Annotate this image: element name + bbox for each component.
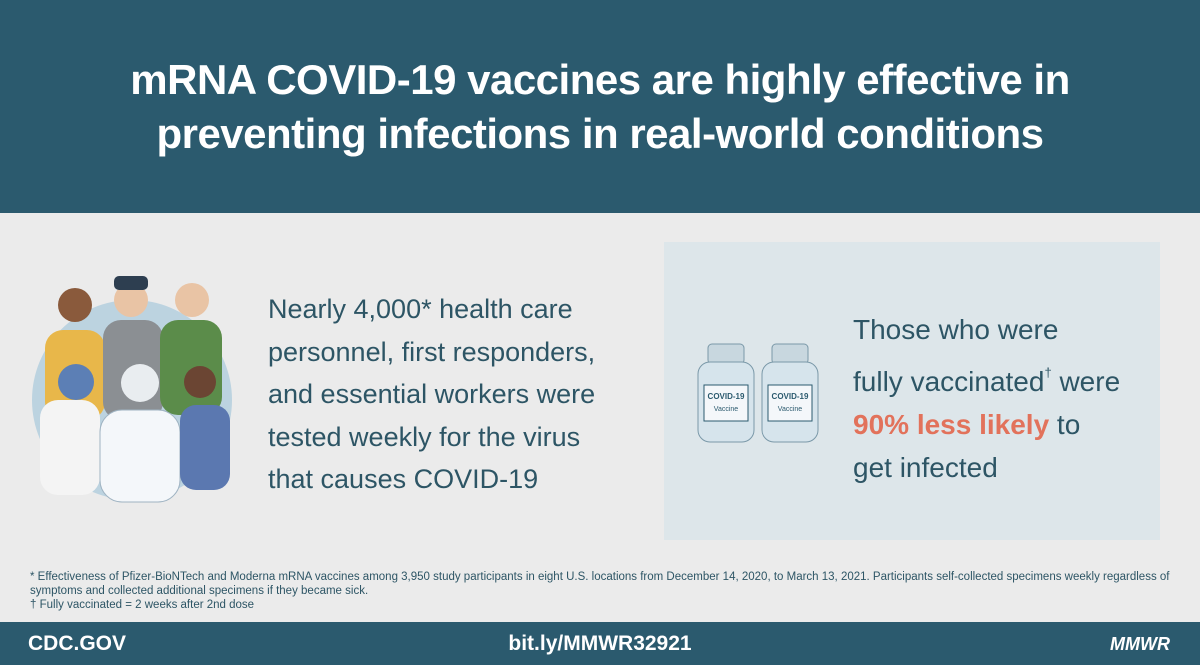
finding-line: get infected	[853, 452, 998, 483]
footnote: * Effectiveness of Pfizer-BioNTech and M…	[30, 571, 1170, 597]
study-line: personnel, first responders,	[268, 336, 596, 367]
text: were	[1051, 366, 1121, 397]
study-line: tested weekly for the virus	[268, 421, 581, 452]
finding-line: fully vaccinated† were	[853, 351, 1120, 403]
footer: CDC.GOV bit.ly/MMWR32921 MMWR	[0, 622, 1200, 665]
footnotes: * Effectiveness of Pfizer-BioNTech and M…	[30, 570, 1170, 612]
text: to	[1049, 409, 1081, 440]
vial-label: COVID-19	[772, 392, 809, 401]
vial-sublabel: Vaccine	[714, 406, 738, 413]
study-line: and essential workers were	[268, 379, 596, 409]
study-line: Nearly 4,000* health care	[268, 294, 573, 324]
vial-sublabel: Vaccine	[778, 406, 802, 413]
footer-logo: MMWR	[1110, 634, 1170, 654]
study-line: that causes COVID-19	[268, 464, 539, 494]
header: mRNA COVID-19 vaccines are highly effect…	[0, 0, 1200, 213]
study-text: Nearly 4,000* health care personnel, firs…	[268, 288, 595, 501]
people-illustration	[40, 276, 230, 503]
title: mRNA COVID-19 vaccines are highly effect…	[130, 55, 1070, 157]
footer-site[interactable]: CDC.GOV	[28, 632, 127, 655]
vial: COVID-19 Vaccine	[697, 343, 755, 443]
footnote-mark: †	[1044, 365, 1052, 380]
vial: COVID-19 Vaccine	[761, 343, 819, 443]
footer-link[interactable]: bit.ly/MMWR32921	[508, 632, 692, 655]
highlight: 90% less likely	[853, 409, 1050, 440]
finding-text: Those who were fully vaccinated† were 90…	[853, 308, 1120, 489]
footnote: † Fully vaccinated = 2 weeks after 2nd d…	[30, 599, 255, 611]
finding-line: Those who were	[853, 314, 1059, 345]
finding-line: 90% less likely to	[853, 403, 1120, 446]
text: fully vaccinated	[853, 366, 1045, 397]
vial-label: COVID-19	[708, 392, 745, 401]
